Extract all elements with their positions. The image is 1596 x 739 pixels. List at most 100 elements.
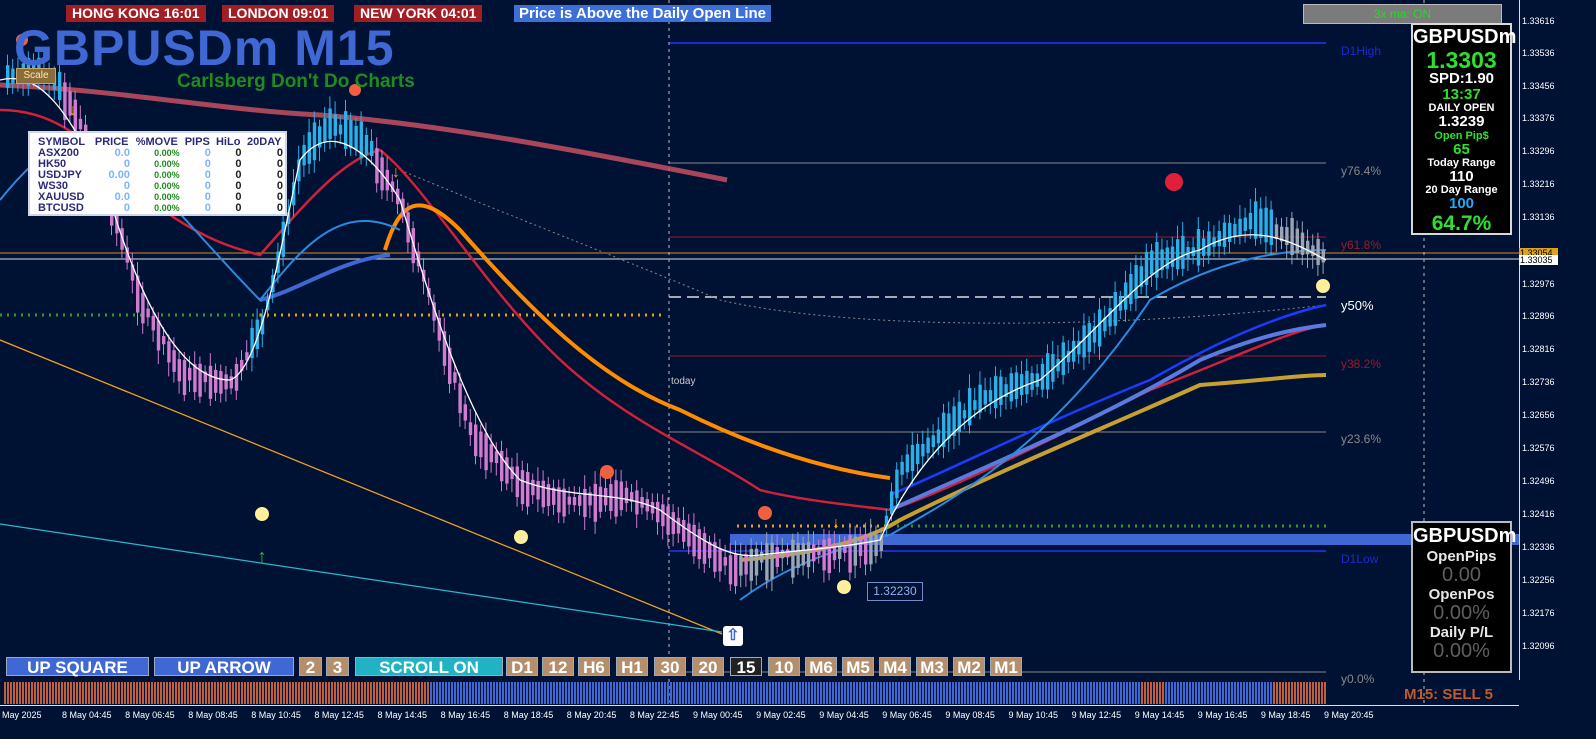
- histogram-bar: [1030, 682, 1032, 704]
- histogram-bar: [685, 682, 687, 704]
- histogram-bar: [340, 682, 342, 704]
- histogram-bar: [514, 682, 516, 704]
- histogram-bar: [1246, 682, 1248, 704]
- candle-body: [250, 327, 254, 359]
- histogram-bar: [1228, 682, 1230, 704]
- ma-toggle-button[interactable]: 3x ma: ON: [1303, 4, 1502, 24]
- histogram-bar: [469, 682, 471, 704]
- timeframe-button-20[interactable]: 20: [692, 657, 724, 677]
- candle-body: [1274, 224, 1279, 240]
- histogram-bar: [682, 682, 684, 704]
- histogram-bar: [409, 682, 411, 704]
- histogram-bar: [160, 682, 162, 704]
- candle-body: [916, 443, 920, 465]
- histogram-bar: [115, 682, 117, 704]
- histogram-bar: [1138, 682, 1140, 704]
- histogram-bar: [154, 682, 156, 704]
- timeframe-button-10[interactable]: 10: [768, 657, 800, 677]
- candle-body: [1108, 308, 1112, 327]
- histogram-bar: [904, 682, 906, 704]
- histogram-bar: [379, 682, 381, 704]
- timeframe-button-H1[interactable]: H1: [616, 657, 648, 677]
- candle-body: [328, 108, 332, 140]
- candle-body: [6, 65, 10, 88]
- histogram-bar: [1201, 682, 1203, 704]
- candle-body: [879, 535, 883, 551]
- histogram-bar: [550, 682, 552, 704]
- histogram-bar: [157, 682, 159, 704]
- timeframe-button-M4[interactable]: M4: [879, 657, 911, 677]
- histogram-bar: [16, 682, 18, 704]
- table-cell: 0: [204, 191, 211, 203]
- histogram-bar: [574, 682, 576, 704]
- table-cell: 0: [235, 158, 242, 170]
- histogram-bar: [622, 682, 624, 704]
- histogram-bar: [1084, 682, 1086, 704]
- table-cell: HK50: [38, 158, 67, 170]
- histogram-bar: [733, 682, 735, 704]
- timeframe-button-D1[interactable]: D1: [506, 657, 538, 677]
- timeframe-button-M2[interactable]: M2: [953, 657, 985, 677]
- candle-body: [728, 555, 733, 585]
- table-row: WS30 0 0.00% 0 0 0: [29, 181, 286, 192]
- histogram-bar: [523, 682, 525, 704]
- histogram-bar: [1099, 682, 1101, 704]
- candle-body: [905, 454, 909, 473]
- candle-body: [650, 501, 655, 514]
- timeframe-button-M1[interactable]: M1: [990, 657, 1022, 677]
- candle-body: [468, 422, 473, 436]
- histogram-bar: [973, 682, 975, 704]
- histogram-bar: [706, 682, 708, 704]
- time-axis[interactable]: May 2025 8 May 04:45 8 May 06:45 8 May 08:4…: [0, 705, 1519, 739]
- time-tick: 8 May 20:45: [566, 710, 617, 720]
- histogram-bar: [22, 682, 24, 704]
- clock-hong-kong: HONG KONG 16:01: [66, 5, 206, 22]
- ma-dotted: [399, 169, 1327, 324]
- histogram-bar: [589, 682, 591, 704]
- histogram-bar: [1270, 682, 1272, 704]
- histogram-bar: [976, 682, 978, 704]
- scroll-toggle-button[interactable]: SCROLL ON: [355, 657, 503, 677]
- timeframe-button-M5[interactable]: M5: [842, 657, 874, 677]
- histogram-bar: [535, 682, 537, 704]
- histogram-bar: [166, 682, 168, 704]
- histogram-bar: [964, 682, 966, 704]
- price-axis[interactable]: [1519, 0, 1596, 680]
- histogram-bar: [1279, 682, 1281, 704]
- histogram-bar: [187, 682, 189, 704]
- candle-body: [546, 484, 551, 507]
- candle-body: [193, 364, 197, 393]
- button-2[interactable]: 2: [299, 657, 322, 677]
- histogram-bar: [139, 682, 141, 704]
- info-today-range: 110: [1449, 168, 1474, 185]
- info-spread: SPD:1.90: [1428, 70, 1495, 87]
- sell-arrow-icon: ↓: [832, 515, 840, 532]
- scale-button[interactable]: Scale: [16, 68, 56, 84]
- timeframe-button-M6[interactable]: M6: [805, 657, 837, 677]
- timeframe-button-H6[interactable]: H6: [578, 657, 610, 677]
- histogram-bar: [169, 682, 171, 704]
- candle-body: [723, 557, 727, 566]
- up-square-button[interactable]: UP SQUARE: [6, 657, 149, 677]
- up-arrow-button[interactable]: UP ARROW: [154, 657, 294, 677]
- timeframe-button-30[interactable]: 30: [654, 657, 686, 677]
- timeframe-button-15[interactable]: 15: [730, 657, 762, 677]
- timeframe-button-M3[interactable]: M3: [916, 657, 948, 677]
- candle-body: [827, 538, 831, 573]
- price-tick: 1.32336: [1522, 542, 1555, 552]
- histogram-bar: [436, 682, 438, 704]
- histogram-bar: [172, 682, 174, 704]
- timeframe-button-12[interactable]: 12: [542, 657, 574, 677]
- histogram-bar: [985, 682, 987, 704]
- histogram-bar: [1261, 682, 1263, 704]
- candle-body: [338, 124, 343, 135]
- histogram-bar: [100, 682, 102, 704]
- col-move: %MOVE: [135, 136, 178, 148]
- histogram-bar: [25, 682, 27, 704]
- histogram-bar: [934, 682, 936, 704]
- price-chart-canvas[interactable]: ↑ ↓ ↓ ↓: [0, 0, 1519, 705]
- candle-body: [323, 118, 327, 143]
- histogram-bar: [496, 682, 498, 704]
- button-3[interactable]: 3: [326, 657, 349, 677]
